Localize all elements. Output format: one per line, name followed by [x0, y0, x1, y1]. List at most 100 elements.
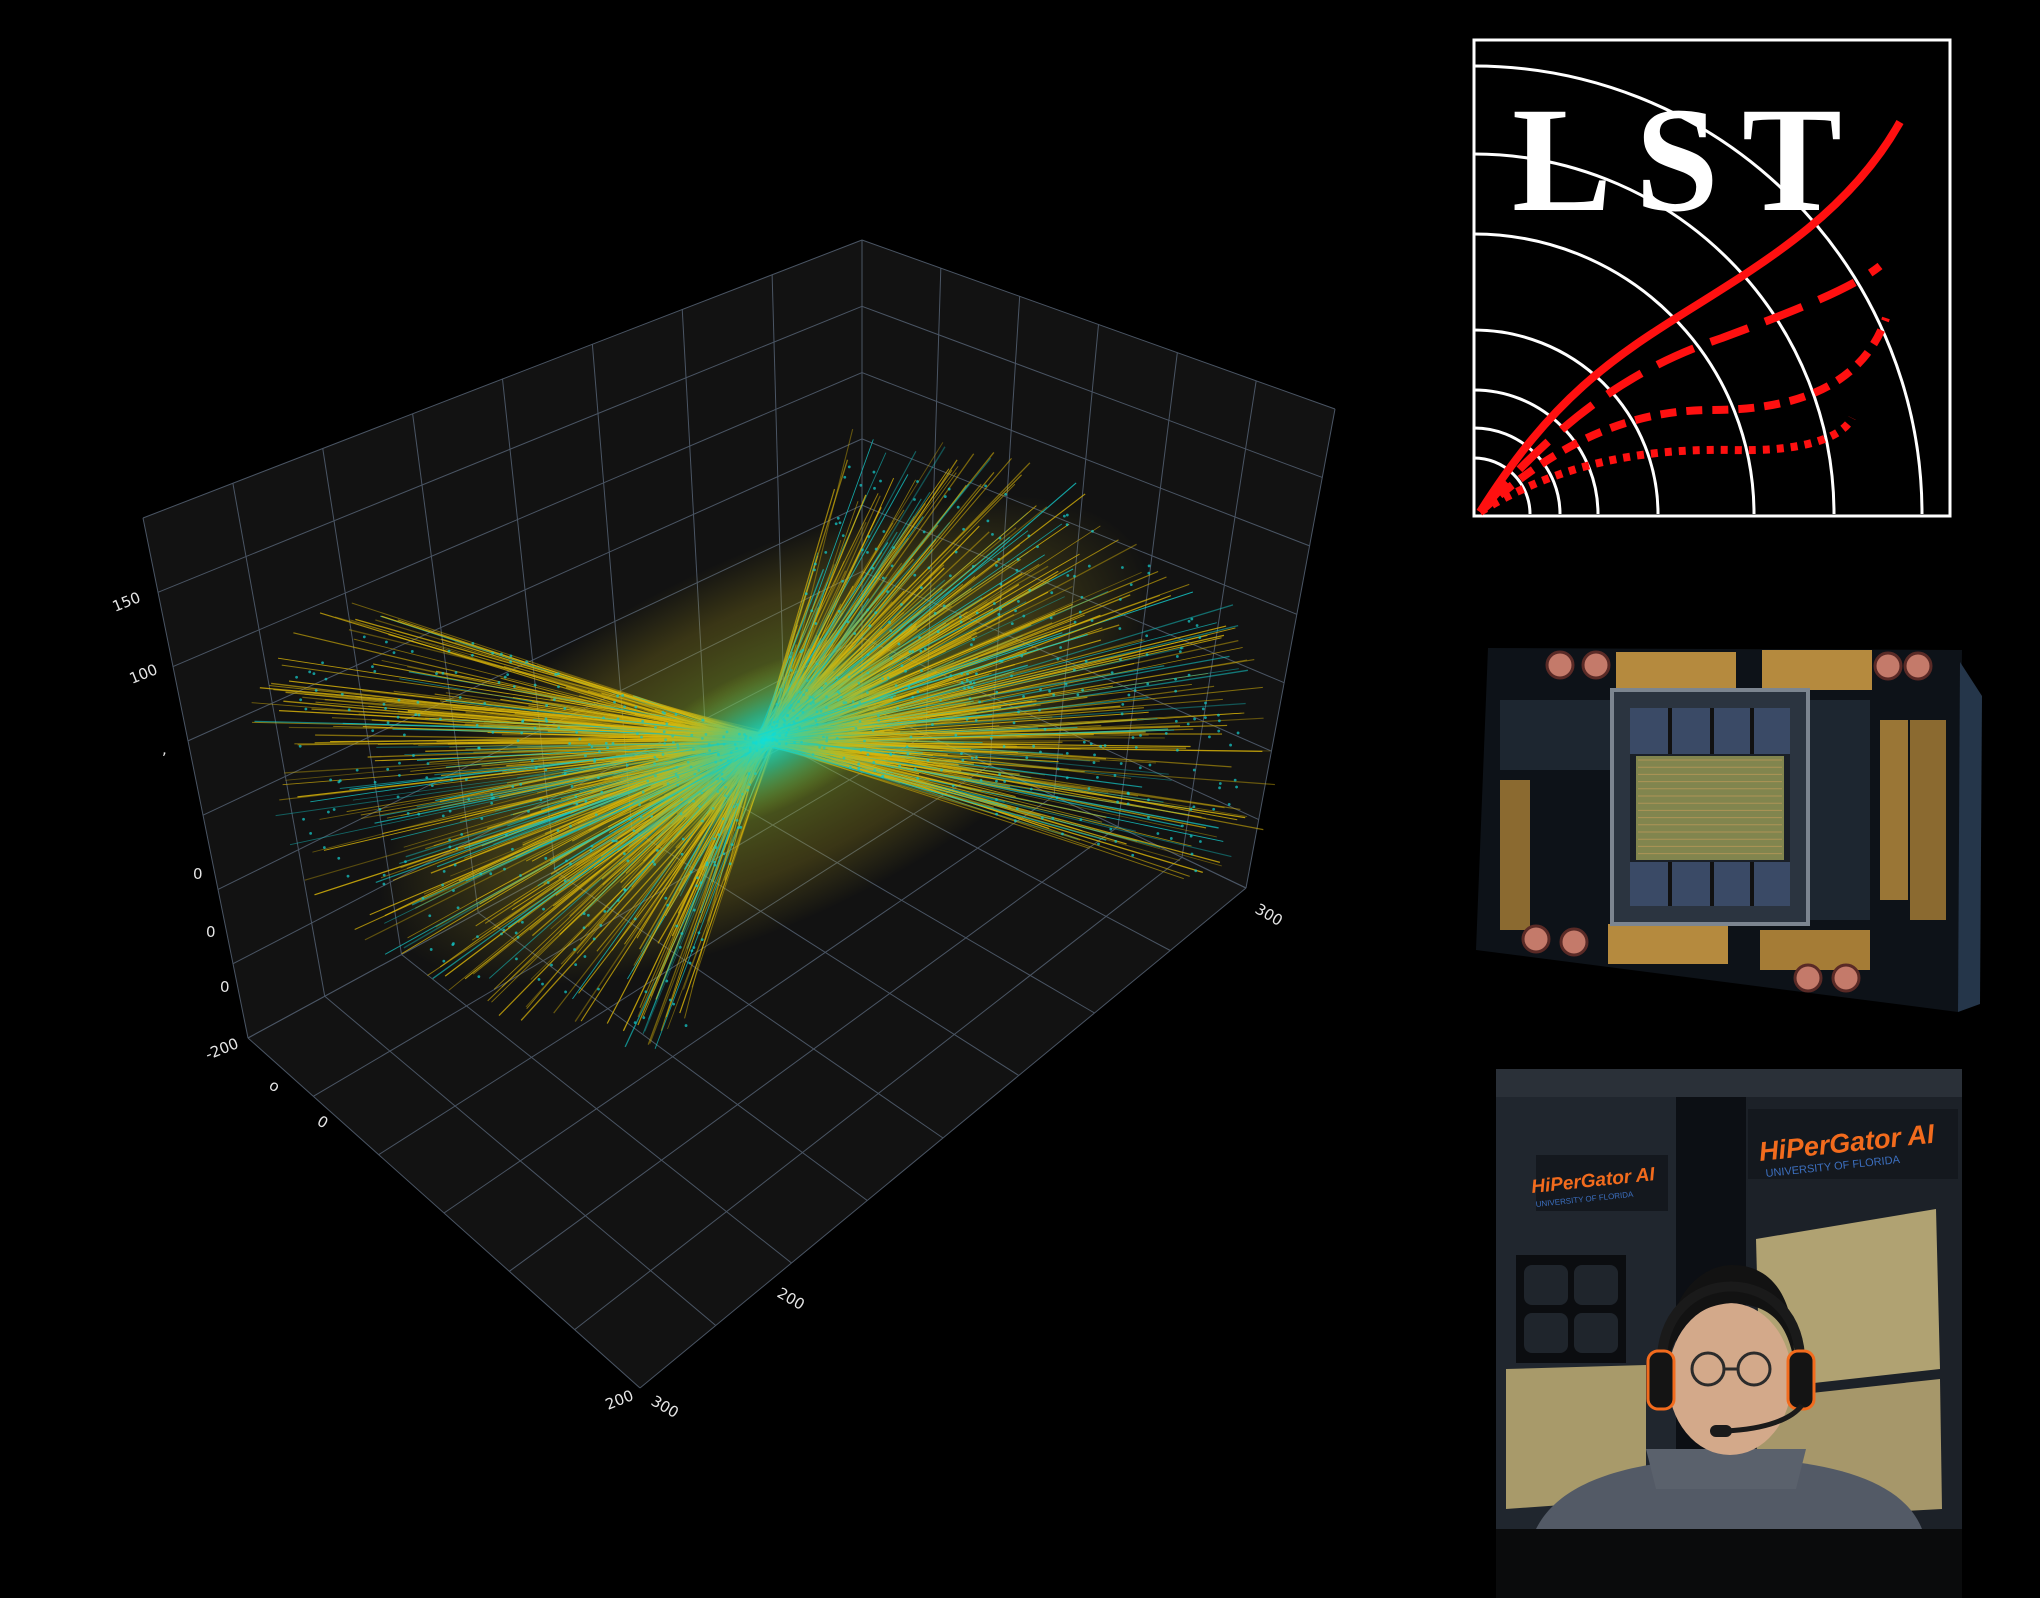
hit-point [454, 671, 458, 674]
hit-point [1050, 591, 1054, 595]
hit-point [489, 872, 493, 876]
hit-point [332, 808, 336, 811]
hit-point [544, 856, 548, 860]
hit-point [324, 677, 328, 681]
hit-point [1198, 636, 1202, 639]
hit-point [922, 530, 926, 534]
hit-point [675, 924, 679, 928]
hit-point [396, 795, 400, 799]
hit-point [728, 862, 732, 866]
hit-point [1048, 689, 1052, 693]
hit-point [636, 732, 639, 735]
hit-point [453, 863, 457, 867]
hit-point [1201, 707, 1205, 711]
hit-point [550, 963, 553, 967]
hit-point [511, 847, 514, 851]
hit-point [814, 622, 818, 625]
hit-point [565, 859, 568, 863]
hit-point [521, 920, 524, 924]
hit-point [986, 519, 990, 523]
hit-point [916, 480, 919, 483]
hit-point [347, 708, 351, 712]
hit-point [574, 963, 578, 966]
hit-point [997, 612, 1001, 616]
hit-point [705, 861, 709, 865]
hit-point [834, 522, 838, 526]
hit-point [611, 839, 615, 843]
hit-point [1176, 748, 1179, 752]
hit-point [1147, 564, 1151, 568]
hit-point [491, 730, 495, 734]
hit-point [414, 713, 418, 717]
grid-line [142, 239, 863, 519]
hit-point [882, 530, 886, 533]
hit-point [1217, 719, 1221, 723]
hit-point [295, 675, 298, 679]
hit-point [346, 874, 350, 878]
hit-point [378, 808, 382, 811]
hit-point [913, 767, 917, 771]
hit-point [622, 852, 626, 856]
hit-point [556, 829, 560, 832]
hit-point [593, 760, 596, 763]
hit-point [584, 799, 588, 803]
hit-point [813, 562, 817, 566]
hit-point [1017, 710, 1020, 714]
grid-line [142, 517, 249, 1039]
hit-point [975, 756, 978, 759]
hit-point [569, 824, 572, 828]
hit-point [602, 716, 606, 720]
hit-point [995, 690, 999, 694]
hit-point [1015, 568, 1019, 572]
hit-point [604, 741, 608, 745]
hit-point [392, 651, 396, 655]
hit-point [326, 810, 330, 814]
hit-point [1138, 766, 1142, 770]
hit-point [644, 990, 648, 994]
hit-point [385, 640, 388, 644]
hit-point [906, 752, 910, 756]
hit-point [398, 774, 401, 777]
hit-point [942, 604, 946, 608]
hit-point [866, 608, 870, 612]
hit-point [1109, 827, 1113, 831]
hit-point [936, 630, 940, 634]
hit-point [927, 566, 931, 570]
gpu-card-icon [1476, 648, 1982, 1012]
hit-point [804, 592, 808, 596]
hit-point [1235, 785, 1238, 789]
hit-point [430, 784, 434, 788]
hit-point [900, 603, 903, 606]
hit-point [913, 573, 917, 577]
hit-point [554, 673, 558, 676]
hit-point [995, 798, 998, 801]
lst-logo: LST [1472, 38, 1952, 518]
hit-point [1131, 853, 1135, 857]
hit-point [633, 1021, 637, 1025]
hit-point [477, 746, 481, 750]
y-tick-partial-a: o [266, 1076, 283, 1096]
hit-point [308, 670, 312, 674]
grid-line [1181, 380, 1257, 858]
hit-point [302, 817, 305, 821]
hit-point [978, 700, 982, 704]
hit-point [298, 744, 302, 748]
hit-point [1192, 805, 1196, 809]
hit-point [626, 859, 630, 863]
hit-point [713, 860, 716, 864]
interaction-core [617, 645, 913, 835]
hit-point [1080, 595, 1084, 599]
hit-point [1127, 693, 1131, 697]
hit-point [975, 672, 978, 676]
hit-point [1113, 774, 1117, 777]
hit-point [1014, 609, 1017, 613]
hit-point [556, 672, 560, 676]
hit-point [1065, 523, 1069, 527]
hit-point [546, 881, 550, 884]
hit-point [692, 908, 696, 912]
hit-point [655, 848, 659, 852]
hit-point [889, 753, 893, 757]
hit-point [641, 719, 645, 723]
hit-point [1189, 807, 1193, 811]
hit-point [1145, 634, 1149, 638]
